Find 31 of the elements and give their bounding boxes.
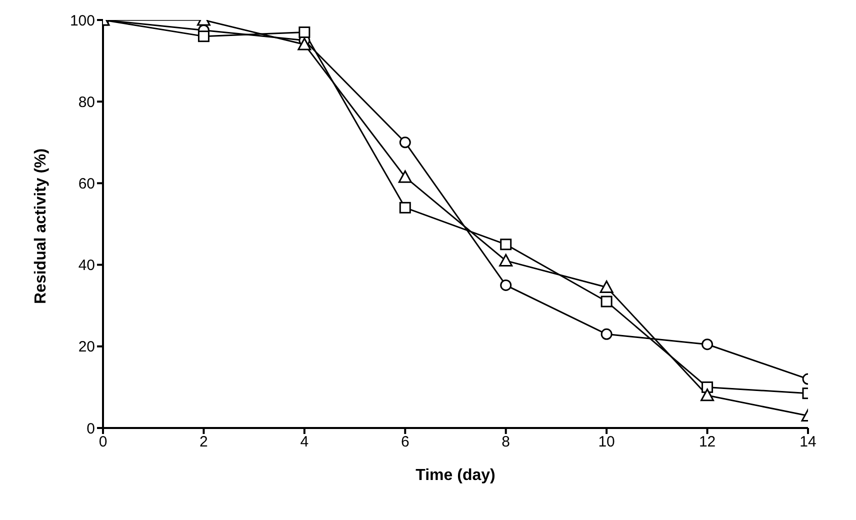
point [600,280,614,293]
point [298,26,310,38]
x-tick-label: 10 [598,434,615,451]
x-tick-label: 6 [400,434,410,451]
point [399,202,411,214]
point [499,254,513,266]
x-tick-label: 0 [98,434,108,451]
x-axis-title: Time (day) [416,467,496,484]
point [198,30,210,42]
x-tick-label: 12 [698,434,716,451]
point [298,38,312,50]
point [399,136,411,148]
y-tick-label: 60 [78,176,95,193]
y-tick-label: 80 [78,94,95,111]
point [600,296,612,308]
point [398,170,412,183]
point [500,279,512,291]
point [600,328,612,340]
x-tick-label: 4 [300,434,309,451]
y-tick-label: 0 [86,420,95,438]
point [500,238,512,250]
x-tick-label: 8 [502,434,510,451]
y-axis-title: Residual activity (%) [32,148,50,304]
y-tick-label: 40 [78,257,95,274]
x-tick-label: 2 [200,434,208,451]
point [702,381,714,393]
point [700,388,714,402]
point [702,338,714,350]
y-tick-label: 100 [70,12,95,30]
y-tick-label: 20 [78,338,95,356]
x-tick-label: 14 [800,434,816,451]
